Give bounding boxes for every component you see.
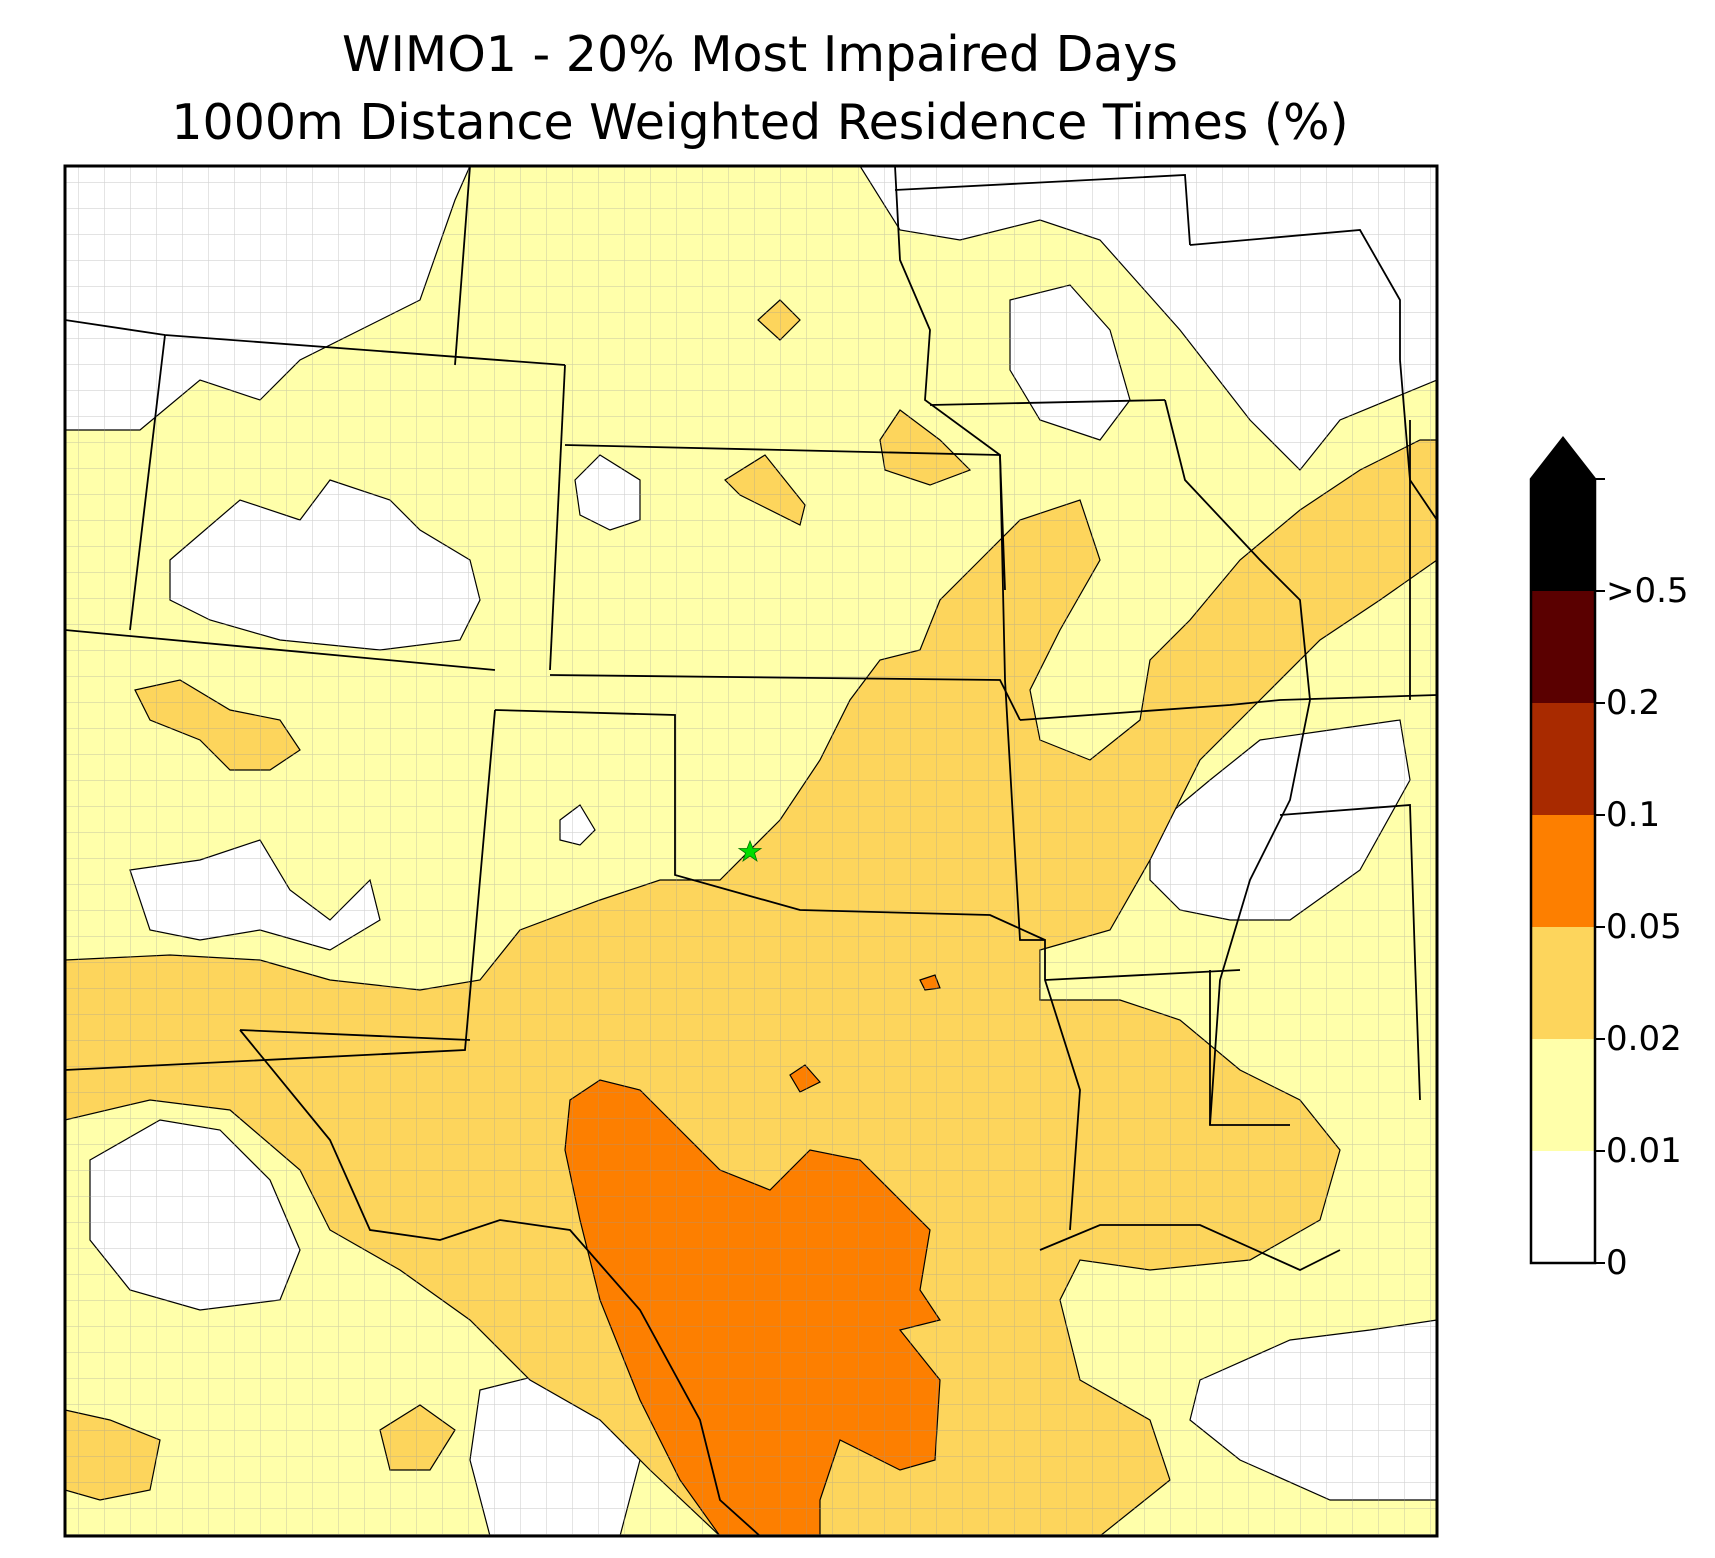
colorbar-extend-triangle [1531, 438, 1595, 479]
colorbar-segment-1 [1531, 1039, 1595, 1151]
colorbar-segment-3 [1531, 815, 1595, 927]
site-marker-star-icon [737, 839, 763, 863]
colorbar-segment-5 [1531, 591, 1595, 703]
colorbar-label-0.2: 0.2 [1606, 683, 1661, 723]
colorbar-ticks [1595, 478, 1605, 1264]
colorbar-segment-4 [1531, 703, 1595, 815]
colorbar-outline [1529, 435, 1597, 1265]
colorbar-label-0.02: 0.02 [1606, 1019, 1682, 1059]
colorbar-segment-2 [1531, 927, 1595, 1039]
map-title-line-2: 1000m Distance Weighted Residence Times … [171, 94, 1349, 151]
map-area [65, 166, 1437, 1536]
colorbar-segment-0 [1531, 1151, 1595, 1263]
map-frame [63, 164, 1439, 1538]
colorbar [1529, 435, 1605, 1265]
colorbar-segment-over [1531, 479, 1595, 591]
colorbar-label-0.05: 0.05 [1606, 907, 1682, 947]
colorbar-label-over: >0.5 [1606, 571, 1689, 611]
state-boundaries [65, 166, 1437, 1536]
map-title-line-1: WIMO1 - 20% Most Impaired Days [342, 26, 1178, 83]
colorbar-label-0.1: 0.1 [1606, 795, 1661, 835]
colorbar-label-0: 0 [1606, 1243, 1628, 1283]
colorbar-label-0.01: 0.01 [1606, 1131, 1682, 1171]
